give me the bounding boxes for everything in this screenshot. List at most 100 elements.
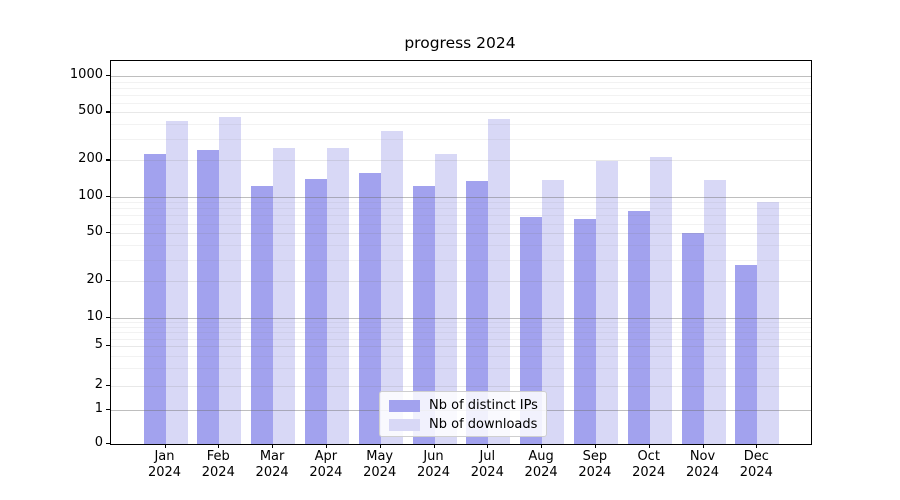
x-tick-label-feb: Feb 2024 <box>186 449 250 480</box>
minor-gridline <box>111 94 811 96</box>
bar-apr-ips <box>304 179 327 444</box>
minor-gridline <box>111 215 811 217</box>
legend-swatch-downloads <box>389 418 420 431</box>
y-tick-label: 2 <box>94 377 103 392</box>
y-tick-label: 1 <box>94 400 103 416</box>
x-tick-label-oct: Oct 2024 <box>617 449 681 480</box>
y-tick-mark <box>106 443 110 445</box>
x-tick-year: 2024 <box>632 464 666 480</box>
plot-area <box>110 60 812 445</box>
x-tick-mark <box>272 444 274 448</box>
x-tick-year: 2024 <box>201 464 235 480</box>
x-tick-mark <box>541 444 543 448</box>
minor-gridline <box>111 124 811 126</box>
x-tick-month: Aug <box>528 449 554 464</box>
x-tick-mark <box>756 444 758 448</box>
y-tick-label: 0 <box>94 435 103 450</box>
y-tick-mark <box>106 111 110 113</box>
bar-sep-ips <box>573 218 596 444</box>
x-tick-year: 2024 <box>578 464 612 480</box>
bar-jul-downloads <box>488 118 511 444</box>
y-tick-mark <box>106 75 110 77</box>
y-tick-label: 1000 <box>69 67 103 82</box>
y-tick-mark <box>106 385 110 387</box>
x-tick-label-mar: Mar 2024 <box>240 449 304 480</box>
x-tick-year: 2024 <box>416 464 451 480</box>
minor-gridline <box>111 355 811 357</box>
chart-title: progress 2024 <box>404 34 516 52</box>
x-tick-label-may: May 2024 <box>348 449 412 480</box>
minor-gridline <box>111 202 811 204</box>
bar-aug-downloads <box>542 180 565 444</box>
x-tick-month: Feb <box>206 449 230 464</box>
bar-jan-ips <box>143 154 166 444</box>
x-tick-mark <box>433 444 435 448</box>
x-tick-month: Apr <box>314 449 338 464</box>
x-tick-mark <box>218 444 220 448</box>
minor-gridline <box>111 208 811 210</box>
x-tick-mark <box>379 444 381 448</box>
major-gridline-2 <box>111 386 811 387</box>
minor-gridline <box>111 259 811 261</box>
y-tick-label: 200 <box>78 151 103 167</box>
major-gridline-10 <box>111 317 811 319</box>
x-tick-mark <box>594 444 597 448</box>
y-tick-mark <box>106 232 110 234</box>
x-tick-mark <box>648 444 650 448</box>
major-gridline-5 <box>111 346 811 347</box>
bar-mar-ips <box>251 185 274 444</box>
x-tick-month: Mar <box>259 449 285 464</box>
y-tick-label: 500 <box>78 103 103 119</box>
x-tick-label-jan: Jan 2024 <box>133 449 197 480</box>
minor-gridline <box>111 139 811 141</box>
y-tick-label: 20 <box>86 272 103 288</box>
minor-gridline <box>111 368 811 370</box>
bar-jul-ips <box>466 181 489 444</box>
bar-may-downloads <box>380 130 403 444</box>
minor-gridline <box>111 223 811 225</box>
x-tick-year: 2024 <box>147 464 182 480</box>
bar-aug-ips <box>520 216 543 444</box>
x-tick-month: Nov <box>689 449 716 464</box>
minor-gridline <box>111 102 811 104</box>
bar-jun-ips <box>412 185 435 444</box>
major-gridline-500 <box>111 112 811 114</box>
x-tick-label-jul: Jul 2024 <box>455 449 519 480</box>
legend-item-distinct-ips: Nb of distinct IPs <box>389 396 546 415</box>
minor-gridline <box>111 244 811 246</box>
y-tick-mark <box>106 195 110 197</box>
y-tick-mark <box>106 159 110 161</box>
x-tick-label-jun: Jun 2024 <box>402 449 466 480</box>
major-gridline-20 <box>111 281 811 283</box>
y-tick-label: 10 <box>86 308 103 324</box>
major-gridline-200 <box>111 160 811 162</box>
bar-nov-downloads <box>703 179 726 444</box>
x-tick-label-aug: Aug 2024 <box>509 449 573 480</box>
legend-item-downloads: Nb of downloads <box>389 415 546 434</box>
x-tick-month: Jun <box>423 449 444 464</box>
bar-may-ips <box>358 172 381 444</box>
legend-label-distinct-ips: Nb of distinct IPs <box>429 398 538 413</box>
x-tick-month: May <box>366 449 394 464</box>
x-tick-year: 2024 <box>363 464 397 480</box>
x-tick-year: 2024 <box>470 464 504 480</box>
minor-gridline <box>111 338 811 340</box>
legend-label-downloads: Nb of downloads <box>429 417 538 432</box>
minor-gridline <box>111 87 811 89</box>
x-tick-mark <box>487 444 489 448</box>
bar-dec-ips <box>735 265 758 444</box>
legend: Nb of distinct IPs Nb of downloads <box>379 391 547 437</box>
y-tick-label: 5 <box>94 337 103 352</box>
bar-sep-downloads <box>595 160 618 444</box>
bar-mar-downloads <box>273 148 296 444</box>
minor-gridline <box>111 332 811 334</box>
bar-oct-ips <box>627 211 650 444</box>
bar-jan-downloads <box>165 121 188 444</box>
major-gridline-50 <box>111 233 811 235</box>
x-tick-label-dec: Dec 2024 <box>724 449 788 480</box>
y-tick-mark <box>106 345 110 347</box>
y-tick-label: 50 <box>86 224 103 240</box>
x-tick-year: 2024 <box>739 464 773 480</box>
y-tick-mark <box>106 408 110 410</box>
